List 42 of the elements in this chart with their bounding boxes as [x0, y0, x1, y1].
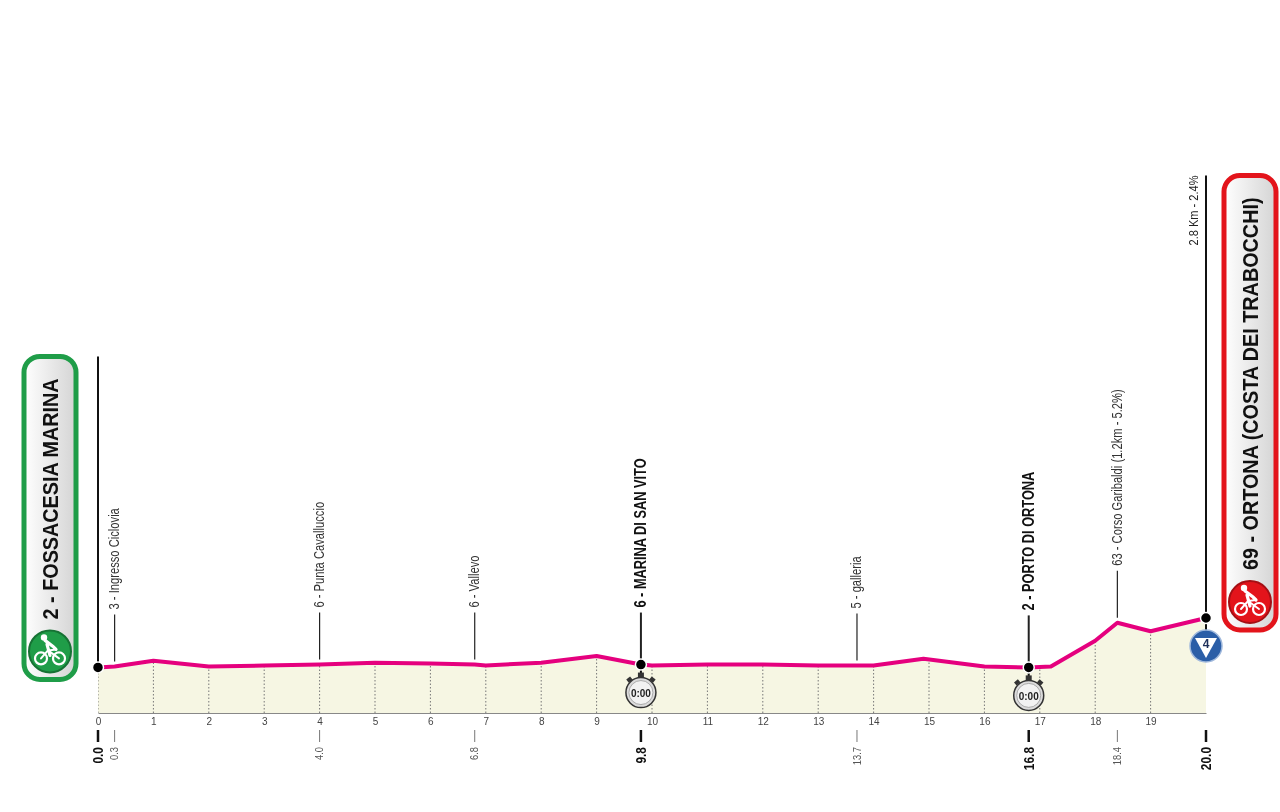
annotation: 6.8 — [468, 746, 481, 760]
annotation: 18.4 — [1111, 746, 1124, 766]
x-tick-label: 16 — [979, 716, 991, 728]
annotation: 0:00 — [630, 688, 652, 700]
x-tick-label: 4 — [317, 716, 324, 728]
text: 2.8 Km - 2.4% — [1186, 175, 1202, 246]
x-tick-label: 13 — [813, 716, 825, 728]
annotation: 3 - Ingresso Ciclovia — [106, 507, 123, 610]
x-tick-label: 9 — [594, 716, 601, 728]
x-tick-label: 3 — [261, 716, 268, 728]
x-tick-label: 7 — [483, 716, 490, 728]
annotation: 2 - PORTO DI ORTONA — [1019, 471, 1038, 611]
annotation: 0.0 — [89, 747, 107, 764]
x-tick-label: 19 — [1145, 716, 1158, 728]
annotation: 6 - Vallevo — [466, 555, 483, 608]
annotation: 13.7 — [851, 746, 863, 766]
annotation: 5 - galleria — [849, 555, 865, 609]
x-tick-label: 2 — [206, 716, 213, 728]
annotation: 4.0 — [313, 746, 326, 760]
x-tick-label: 5 — [372, 716, 379, 728]
x-tick-label: 14 — [868, 716, 881, 728]
x-tick-label: 18 — [1090, 716, 1102, 728]
x-tick-label: 10 — [646, 716, 659, 728]
x-tick-label: 1 — [151, 716, 158, 728]
x-tick-label: 12 — [757, 716, 770, 728]
annotation: 20.0 — [1197, 747, 1215, 771]
x-tick-label: 17 — [1034, 716, 1047, 728]
annotation: 69 - ORTONA (COSTA DEI TRABOCCHI) — [1237, 197, 1263, 570]
annotation: 16.8 — [1020, 747, 1037, 771]
annotation: 6 - MARINA DI SAN VITO — [632, 458, 650, 608]
annotation: 9.8 — [632, 747, 649, 764]
x-tick-label: 6 — [428, 716, 435, 728]
annotation: 6 - Punta Cavalluccio — [311, 501, 328, 608]
annotation: 4 — [1202, 637, 1210, 651]
x-tick-label: 0 — [95, 716, 102, 728]
x-tick-label: 11 — [702, 716, 714, 728]
x-tick-label: 8 — [538, 716, 545, 728]
annotation: 63 - Corso Garibaldi (1.2km - 5.2%) — [1109, 389, 1126, 566]
x-tick-label: 15 — [923, 716, 936, 728]
annotation: 0.3 — [108, 746, 121, 760]
annotation: 0:00 — [1018, 690, 1040, 702]
annotation: 2 - FOSSACESIA MARINA — [37, 378, 63, 620]
